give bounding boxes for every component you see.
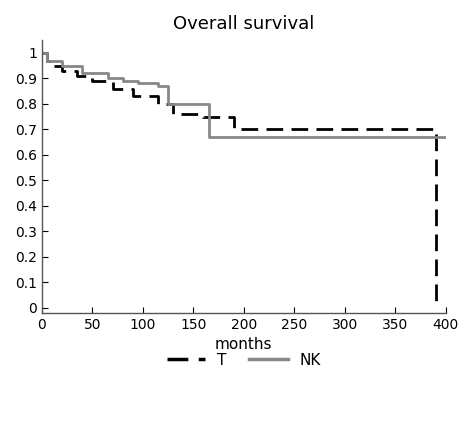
NK [206,135,211,140]
T [433,127,438,132]
Title: Overall survival: Overall survival [173,15,315,33]
T [433,305,438,310]
NK [135,81,141,86]
NK [39,50,45,55]
T [170,112,176,117]
T [90,78,95,83]
NK [165,102,171,107]
NK [443,135,449,140]
T [39,50,45,55]
Line: NK: NK [42,53,446,137]
X-axis label: months: months [215,338,273,352]
T [201,114,206,119]
T [74,73,80,78]
Line: T: T [42,53,436,308]
NK [120,78,126,83]
T [44,58,50,63]
T [109,86,115,91]
T [130,93,136,99]
T [49,63,55,68]
NK [105,76,110,81]
NK [44,58,50,63]
T [231,127,237,132]
NK [59,63,65,68]
Legend: T, NK: T, NK [161,346,327,374]
NK [80,71,85,76]
T [155,102,161,107]
NK [155,83,161,88]
T [59,68,65,73]
